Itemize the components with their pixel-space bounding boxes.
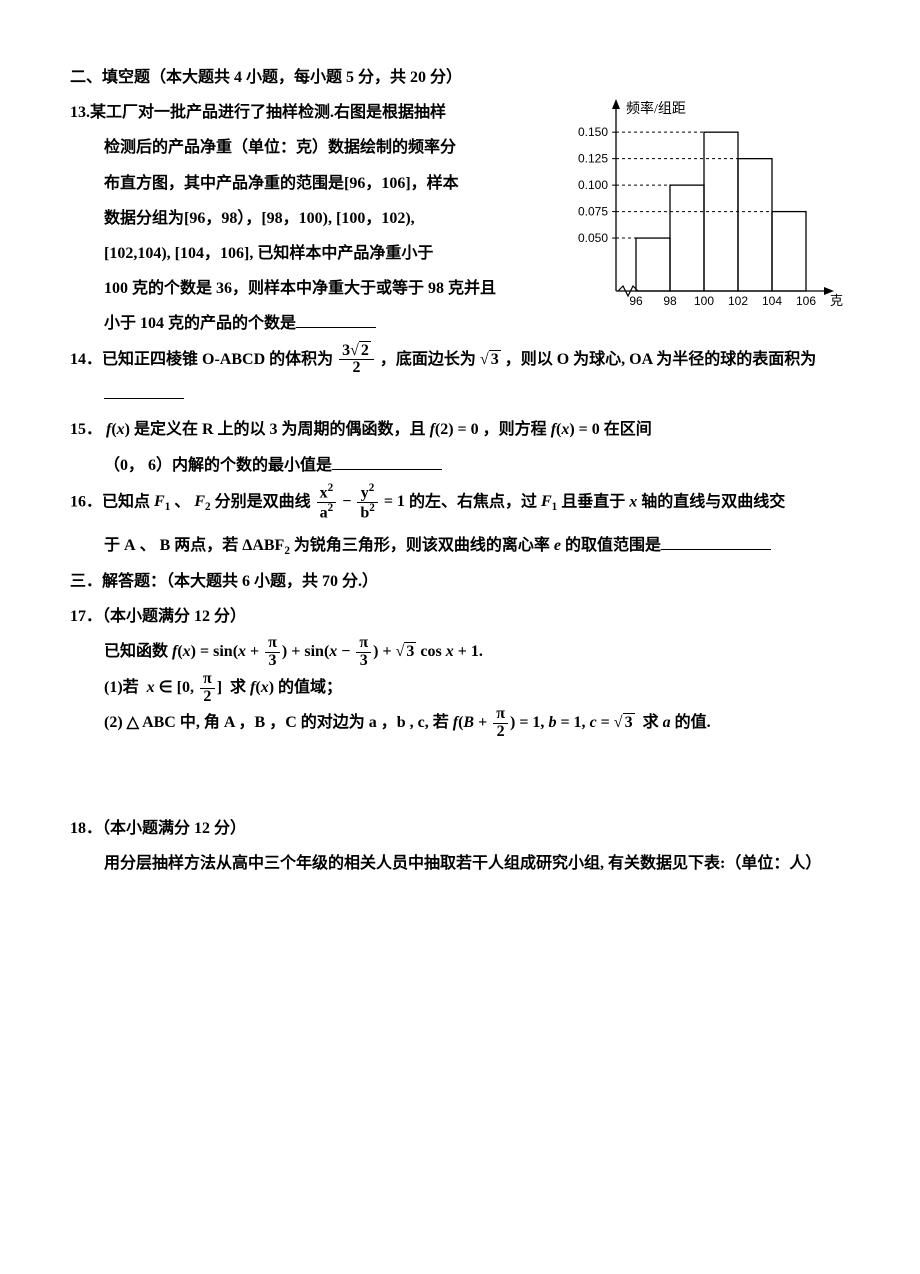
q16-t6: 轴的直线与双曲线交 [641, 493, 785, 510]
q14-sqrt3: 3 [480, 351, 501, 368]
q15-blank [332, 454, 442, 469]
q17-p2c: 的值. [675, 714, 711, 731]
q16-l2a: 于 [104, 537, 120, 554]
q16-l2e: 的取值范围是 [565, 537, 661, 554]
section-3-title: 三．解答题：（本大题共 6 小题，共 70 分.） [70, 564, 850, 599]
q16-F2: F2 [194, 493, 210, 510]
q14-num: 14． [70, 351, 102, 368]
q14-t2: ，底面边长为 [380, 351, 476, 368]
svg-text:98: 98 [663, 294, 677, 308]
q16-t1: 已知点 [102, 493, 150, 510]
svg-text:100: 100 [694, 294, 714, 308]
q17-p1c: 的值域； [278, 679, 342, 696]
q16-l2d: 为锐角三角形，则该双曲线的离心率 [294, 537, 550, 554]
histogram-chart: 频率/组距克 0.050 0.075 0.100 0.125 0.150 96 98 100 10… [560, 99, 850, 322]
q17-p1: (1)若 x ∈ [0, π2] 求 f(x) 的值域； [70, 670, 850, 706]
q17-cond: f(B + π2) = 1, b = 1, c = 3 [453, 714, 639, 731]
q15-fx0: f(x) = 0 [551, 421, 600, 438]
q16-F1: F1 [154, 493, 170, 510]
q15-num: 15． [70, 421, 102, 438]
q17-p1b: 求 [230, 679, 246, 696]
q16-x: x [629, 493, 637, 510]
q13-num: 13. [70, 104, 90, 121]
svg-text:克: 克 [830, 293, 843, 308]
q15: 15． f(x) 是定义在 R 上的以 3 为周期的偶函数，且 f(2) = 0… [70, 412, 850, 447]
svg-text:频率/组距: 频率/组距 [626, 100, 686, 117]
q17-p2a: (2) △ ABC 中, 角 A ，B ，C 的对边为 a ，b , c, 若 [104, 714, 449, 731]
q16-hyper: x2a2 − y2b2 = 1 [315, 493, 409, 510]
q16-l2b: 、 [140, 537, 156, 554]
q17-a: a [663, 714, 671, 731]
q17-p2: (2) △ ABC 中, 角 A ，B ，C 的对边为 a ，b , c, 若 … [70, 705, 850, 741]
q17-num: 17． [70, 608, 102, 625]
q17-head: （本小题满分 12 分） [102, 608, 246, 625]
q16: 16．已知点 F1 、 F2 分别是双曲线 x2a2 − y2b2 = 1 的左… [70, 483, 850, 522]
q17-p2b: 求 [643, 714, 659, 731]
q18-line: 用分层抽样方法从高中三个年级的相关人员中抽取若干人组成研究小组, 有关数据见下表… [70, 846, 850, 881]
q16-num: 16． [70, 493, 102, 510]
q15-l2t: （0， 6）内解的个数的最小值是 [104, 457, 332, 474]
q16-blank [661, 535, 771, 550]
q14-blank-line [70, 377, 850, 412]
q17-p1a: (1)若 [104, 679, 139, 696]
q16-F1b: F1 [541, 493, 557, 510]
q14-t3: ，则以 O 为球心, OA 为半径的球的表面积为 [505, 351, 817, 368]
q18: 18．（本小题满分 12 分） [70, 811, 850, 846]
q16-t5: 且垂直于 [561, 493, 625, 510]
q14: 14．已知正四棱锥 O-ABCD 的体积为 322 ，底面边长为 3 ，则以 O… [70, 342, 850, 378]
section-2-title: 二、填空题（本大题共 4 小题，每小题 5 分，共 20 分） [70, 60, 850, 95]
svg-text:0.100: 0.100 [578, 178, 608, 192]
q15-fx: f(x) [106, 421, 130, 438]
q14-frac: 322 [337, 351, 376, 368]
q16-t2: 、 [174, 493, 190, 510]
q18-num: 18． [70, 820, 102, 837]
q16-e: e [554, 537, 561, 554]
q17: 17．（本小题满分 12 分） [70, 599, 850, 634]
svg-text:106: 106 [796, 294, 816, 308]
q15-t2: ，则方程 [483, 421, 547, 438]
svg-text:104: 104 [762, 294, 782, 308]
svg-text:102: 102 [728, 294, 748, 308]
q14-t1: 已知正四棱锥 O-ABCD 的体积为 [102, 351, 337, 368]
q14-blank [104, 384, 184, 399]
svg-text:96: 96 [629, 294, 643, 308]
svg-text:0.075: 0.075 [578, 205, 608, 219]
q16-l2c: 两点，若 [174, 537, 238, 554]
q17-l1: 已知函数 [104, 643, 168, 660]
q16-tri: ΔABF2 [242, 537, 290, 554]
q15-t3: 在区间 [604, 421, 652, 438]
q16-t4: 的左、右焦点，过 [409, 493, 537, 510]
q16-t3: 分别是双曲线 [215, 493, 311, 510]
q15-f2: f(2) = 0 [430, 421, 479, 438]
svg-text:0.150: 0.150 [578, 125, 608, 139]
svg-text:0.125: 0.125 [578, 152, 608, 166]
q17-expr: f(x) = sin(x + π3) + sin(x − π3) + 3 cos… [172, 643, 483, 660]
svg-text:0.050: 0.050 [578, 231, 608, 245]
q15-l2: （0， 6）内解的个数的最小值是 [70, 448, 850, 483]
q13-l1: 某工厂对一批产品进行了抽样检测.右图是根据抽样 [90, 104, 446, 121]
q15-t1: 是定义在 R 上的以 3 为周期的偶函数，且 [134, 421, 426, 438]
q16-B: B [160, 537, 171, 554]
q13-l7: 小于 104 克的产品的个数是 [104, 315, 296, 332]
q16-A: A [124, 537, 136, 554]
q13-blank [296, 313, 376, 328]
q17-dom: x ∈ [0, π2] [147, 679, 222, 696]
q18-head: （本小题满分 12 分） [102, 820, 246, 837]
q17-func: 已知函数 f(x) = sin(x + π3) + sin(x − π3) + … [70, 634, 850, 670]
q17-fx2: f(x) [250, 679, 274, 696]
q16-l2: 于 A 、 B 两点，若 ΔABF2 为锐角三角形，则该双曲线的离心率 e 的取… [70, 528, 850, 564]
